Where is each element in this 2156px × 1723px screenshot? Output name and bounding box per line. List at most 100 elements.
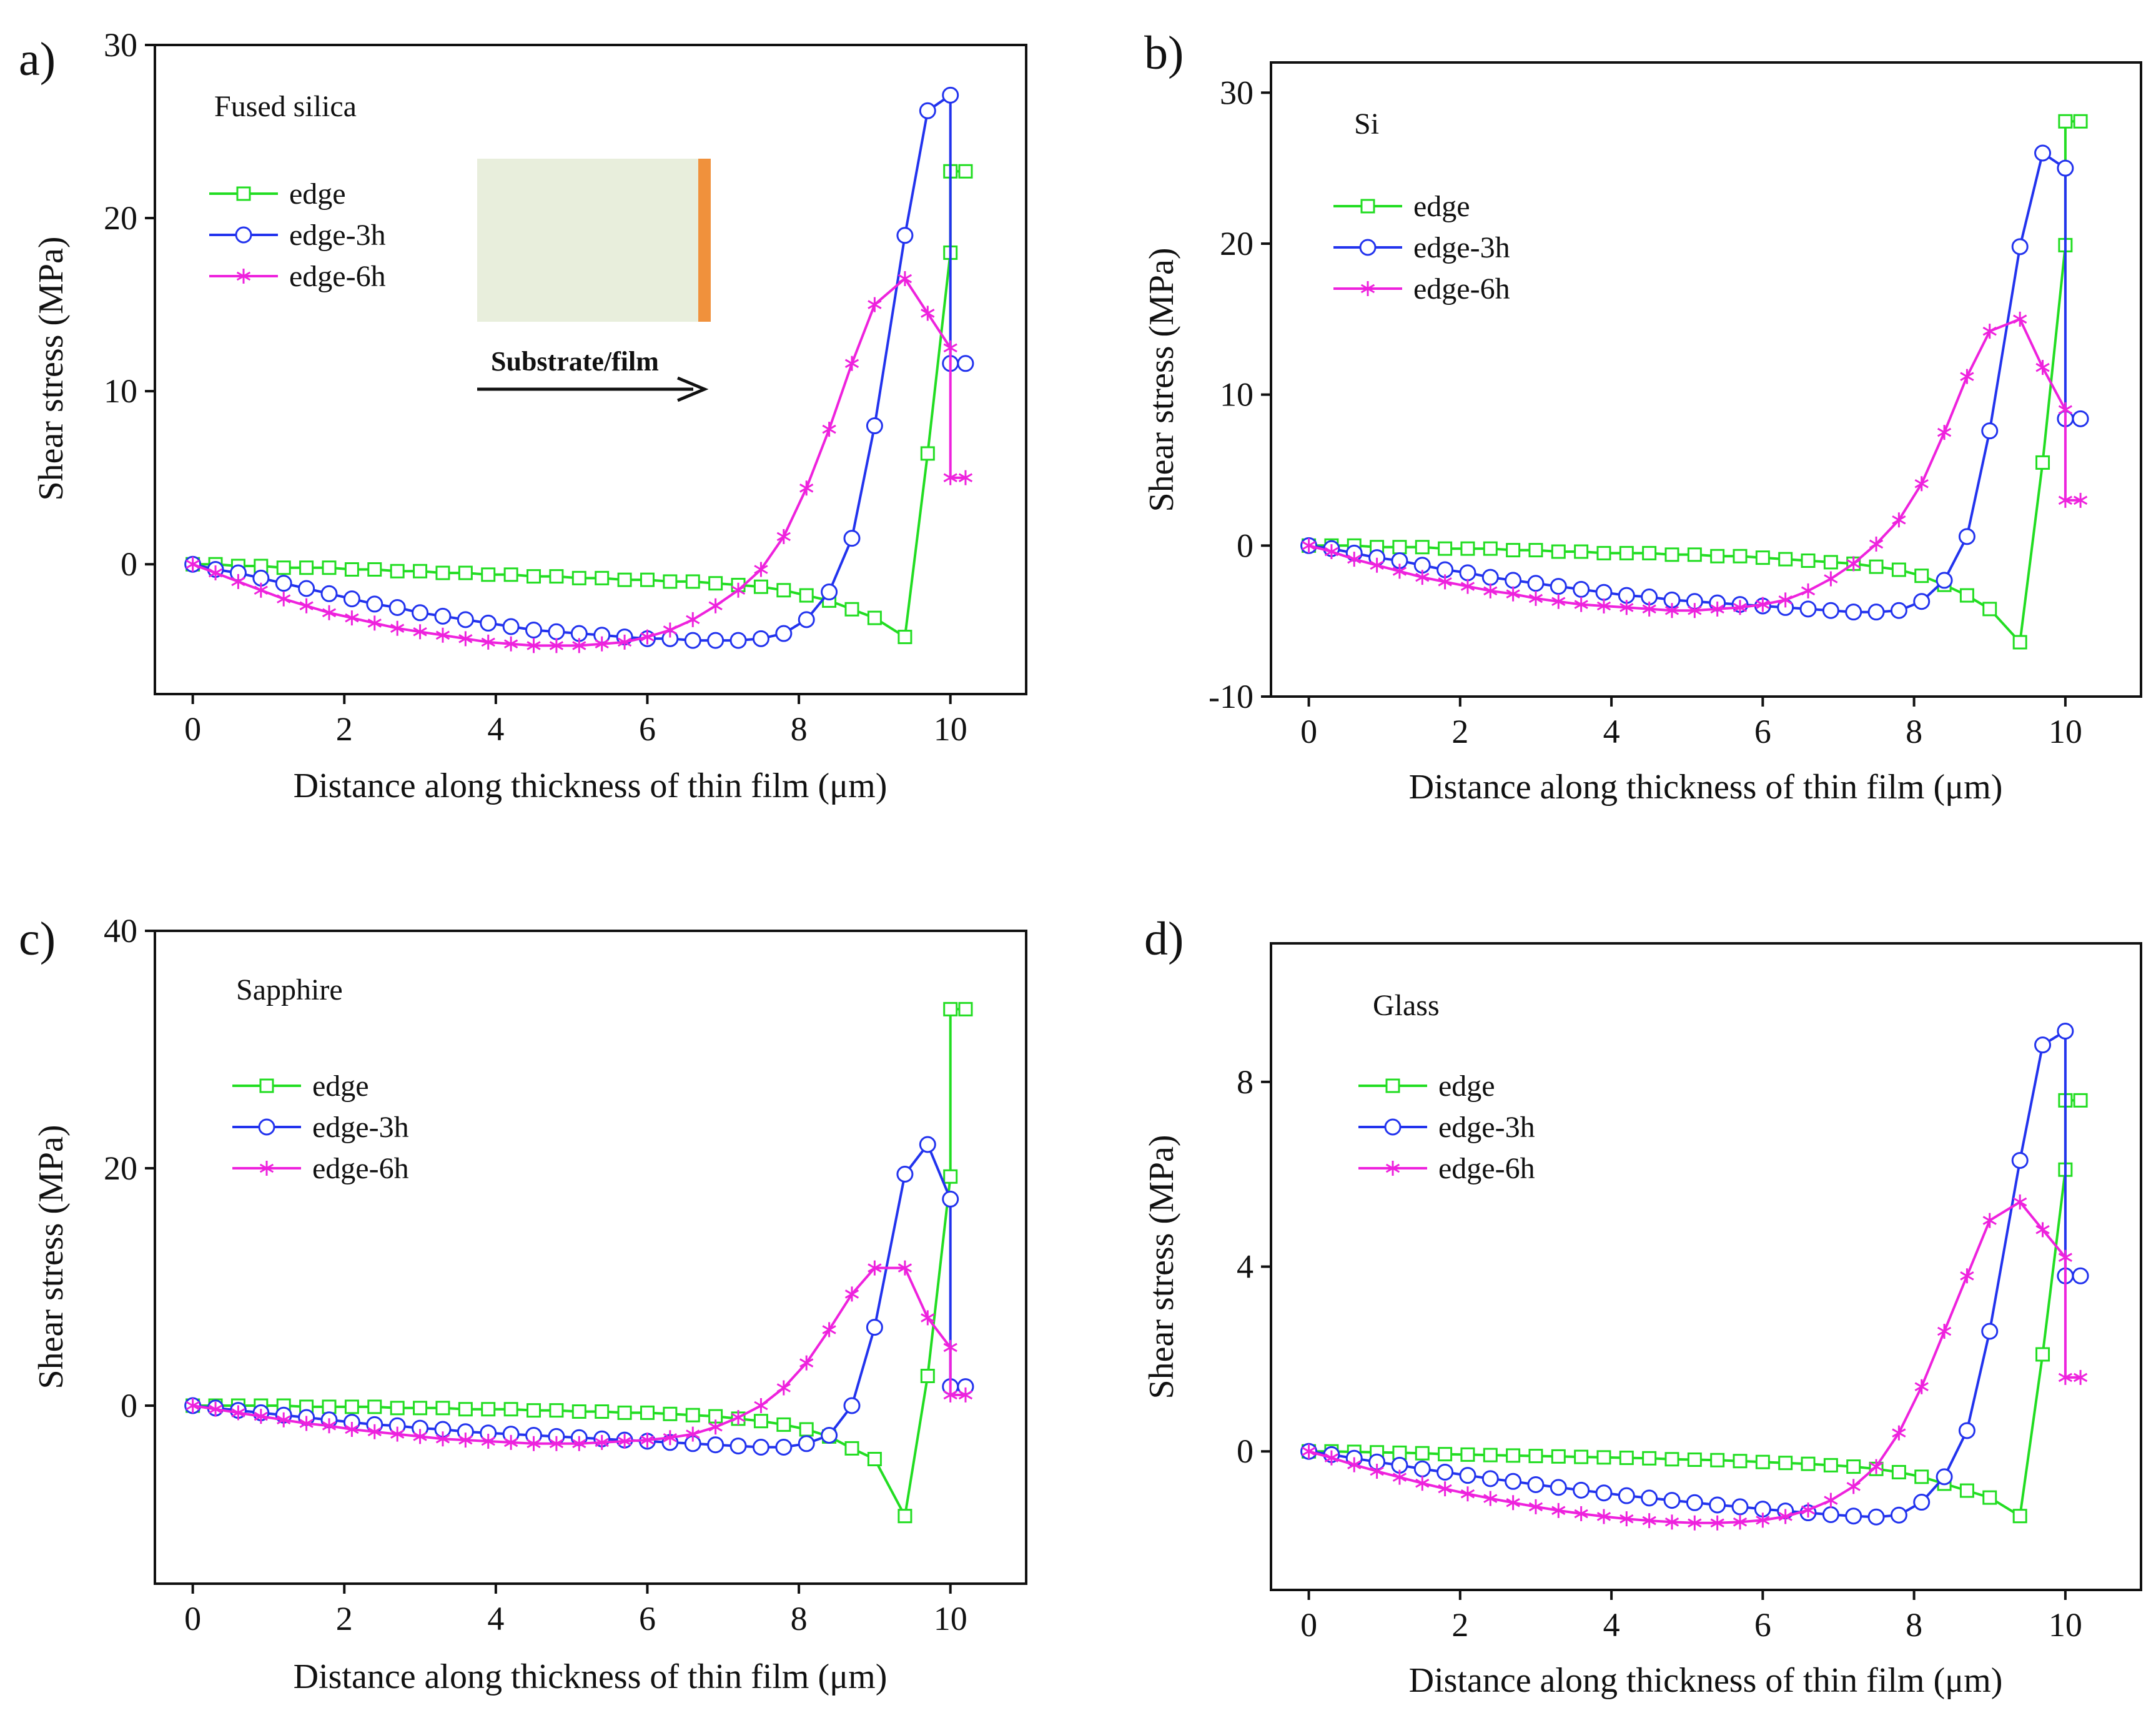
data-point <box>320 585 338 602</box>
data-point <box>1914 476 1929 492</box>
data-point <box>1551 544 1566 559</box>
data-point <box>1528 1449 1543 1464</box>
data-point <box>1506 1448 1521 1463</box>
data-point <box>390 1401 405 1416</box>
y-tick-label: 4 <box>1237 1248 1254 1286</box>
data-point <box>1892 1425 1906 1441</box>
data-point <box>549 1403 564 1418</box>
legend-label: edge-6h <box>1413 272 1510 305</box>
data-point <box>344 1399 359 1414</box>
panel-letter: d) <box>1144 913 1184 965</box>
data-point <box>525 621 543 638</box>
data-point <box>754 1398 768 1413</box>
legend-marker <box>1360 199 1375 214</box>
data-point <box>1619 1511 1634 1527</box>
data-point <box>1733 1454 1748 1469</box>
data-point <box>1710 601 1724 617</box>
data-point <box>685 574 700 589</box>
legend-item: edge-3h <box>1358 1111 1535 1144</box>
data-point <box>1664 603 1679 618</box>
data-point <box>867 1452 882 1466</box>
data-point <box>1481 569 1499 586</box>
data-point <box>322 1418 337 1434</box>
data-point <box>2073 114 2088 129</box>
data-point <box>1573 1481 1590 1499</box>
data-point <box>527 1403 541 1418</box>
data-point <box>1413 1460 1431 1477</box>
data-point <box>821 1427 838 1444</box>
series-layer <box>184 1001 974 1524</box>
data-point <box>663 1406 678 1421</box>
data-point <box>1960 369 1974 384</box>
data-point <box>1846 1479 1861 1494</box>
material-label: Fused silica <box>214 90 357 123</box>
x-axis-title: Distance along thickness of thin film (μ… <box>294 1657 888 1696</box>
data-point <box>1596 545 1611 560</box>
data-point <box>844 602 859 617</box>
data-point <box>708 598 723 613</box>
data-point <box>572 638 586 653</box>
data-point <box>1801 1502 1816 1518</box>
series-edge-3h <box>1300 144 2089 621</box>
x-tick-label: 6 <box>1754 1606 1771 1644</box>
y-axis-title: Shear stress (MPa) <box>1142 247 1181 512</box>
data-point <box>595 1434 609 1450</box>
data-point <box>943 1001 958 1016</box>
data-point <box>731 1410 746 1425</box>
y-tick-label: 10 <box>1220 376 1254 414</box>
data-point <box>1891 1464 1906 1479</box>
x-tick-label: 8 <box>1906 1606 1922 1644</box>
data-point <box>1324 544 1339 559</box>
legend: edge edge-3h edge-6h <box>232 1070 409 1185</box>
data-point <box>843 1397 861 1414</box>
data-point <box>299 560 314 575</box>
data-point <box>753 1414 768 1429</box>
data-point <box>1823 555 1838 570</box>
data-point <box>502 618 520 635</box>
data-point <box>866 417 883 435</box>
data-point <box>822 1322 836 1338</box>
x-tick-label: 4 <box>1603 713 1620 750</box>
data-point <box>503 1434 518 1450</box>
data-point <box>548 623 565 640</box>
legend-marker <box>1385 1161 1400 1176</box>
data-point <box>1528 1499 1543 1514</box>
x-tick-label: 4 <box>487 710 504 748</box>
data-point <box>1347 552 1362 567</box>
data-point <box>322 605 337 620</box>
data-point <box>1641 1489 1658 1507</box>
data-point <box>1483 541 1498 556</box>
x-tick-label: 0 <box>1300 1606 1317 1644</box>
data-point <box>1959 588 1974 603</box>
x-tick-label: 0 <box>184 710 201 748</box>
material-label: Si <box>1354 107 1379 141</box>
panel-a: a) Fused silica Distance along thickness… <box>19 26 1027 805</box>
data-point <box>1438 1447 1453 1462</box>
data-point <box>898 271 912 287</box>
data-point <box>640 1433 655 1448</box>
y-axis-title: Shear stress (MPa) <box>1142 1135 1181 1399</box>
data-point <box>1415 540 1430 555</box>
data-point <box>1845 1507 1862 1525</box>
data-point <box>1687 1452 1702 1467</box>
data-point <box>1869 559 1884 574</box>
data-point <box>1506 1495 1520 1511</box>
data-point <box>2011 238 2029 256</box>
data-point <box>1324 1450 1339 1466</box>
data-point <box>1688 603 1702 618</box>
y-axis-title: Shear stress (MPa) <box>32 236 71 500</box>
data-point <box>1960 1268 1974 1284</box>
data-point <box>595 1404 610 1419</box>
data-point <box>868 1260 882 1276</box>
y-tick-label: 0 <box>1237 1433 1254 1470</box>
y-tick-label: 30 <box>104 26 137 64</box>
data-point <box>1686 1494 1703 1511</box>
plot-frame <box>154 930 1027 1585</box>
legend-item: edge-6h <box>209 260 386 293</box>
x-tick-label: 2 <box>336 710 353 748</box>
data-point <box>1642 601 1656 617</box>
data-point <box>943 1387 957 1403</box>
data-point <box>1755 1454 1770 1469</box>
data-point <box>1710 549 1725 564</box>
data-point <box>1481 1470 1499 1487</box>
